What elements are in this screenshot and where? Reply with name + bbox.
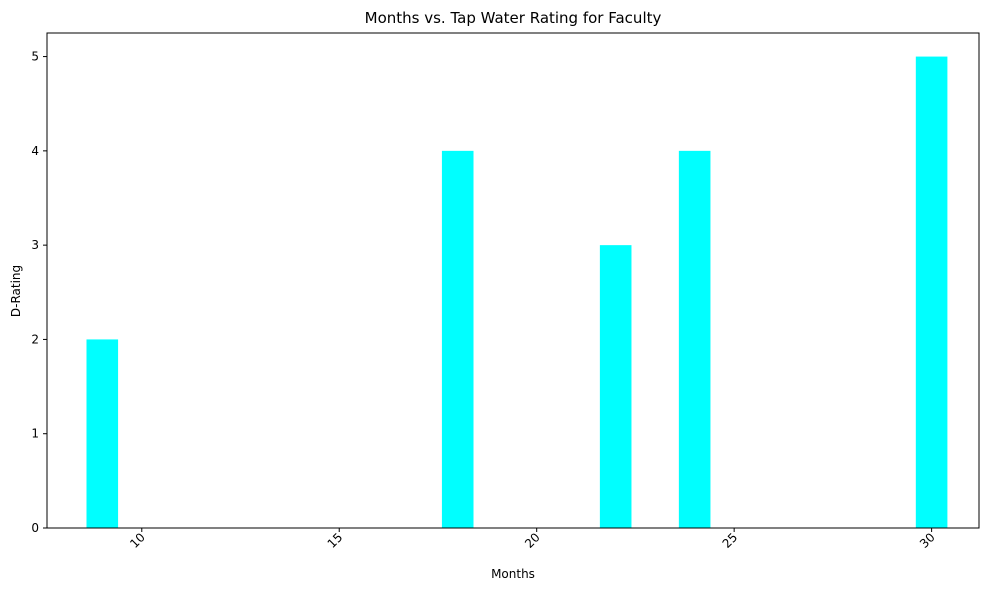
x-tick-label: 30: [917, 530, 938, 551]
x-tick-label: 10: [127, 530, 148, 551]
x-tick-label: 20: [522, 530, 543, 551]
plot-frame: [46, 32, 980, 529]
y-axis-label: D-Rating: [9, 265, 23, 317]
y-tick-label: 3: [31, 238, 39, 252]
bar: [915, 56, 948, 528]
x-tick-label: 25: [720, 530, 741, 551]
bar: [441, 150, 474, 528]
x-axis-label: Months: [491, 567, 535, 581]
y-tick-label: 1: [31, 427, 39, 441]
y-tick-label: 2: [31, 332, 39, 346]
y-tick-label: 4: [31, 144, 39, 158]
x-tick-label: 15: [325, 530, 346, 551]
bar: [599, 245, 632, 528]
chart-title: Months vs. Tap Water Rating for Faculty: [365, 9, 662, 27]
bar: [86, 339, 119, 528]
y-tick-label: 5: [31, 50, 39, 64]
bar: [678, 150, 711, 528]
y-tick-label: 0: [31, 521, 39, 535]
plot-area: 0 1 2 3 4 5 10 15 20 25 30: [31, 32, 980, 551]
